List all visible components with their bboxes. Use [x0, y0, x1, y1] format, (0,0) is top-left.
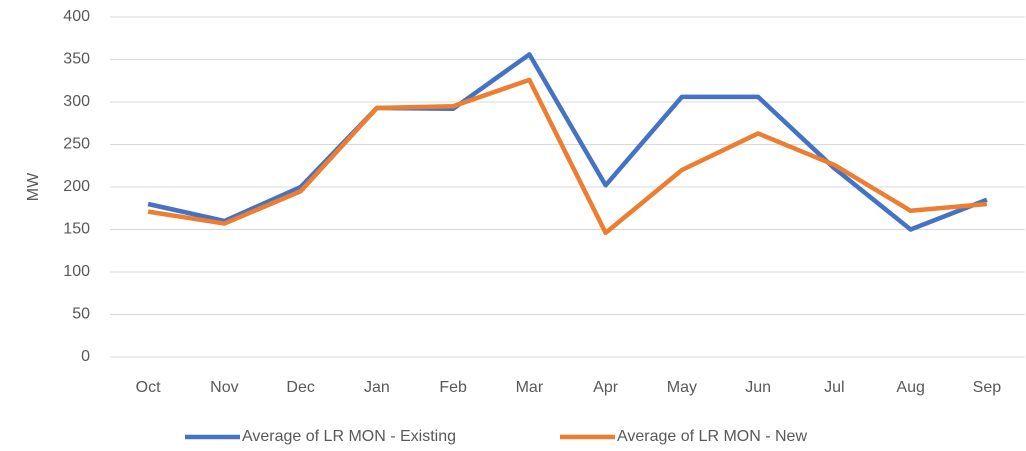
x-tick-label: Oct [136, 379, 161, 396]
x-tick-label: May [667, 379, 697, 396]
legend-label: Average of LR MON - Existing [242, 428, 456, 445]
y-tick-label: 100 [63, 263, 90, 280]
x-tick-label: Jul [824, 379, 844, 396]
x-tick-label: Nov [210, 379, 238, 396]
y-tick-label: 200 [63, 178, 90, 195]
legend-label: Average of LR MON - New [617, 428, 807, 445]
series-line [147, 77, 988, 236]
y-tick-label: 150 [63, 221, 90, 238]
y-tick-label: 350 [63, 51, 90, 68]
y-tick-label: 250 [63, 136, 90, 153]
x-tick-label: Sep [973, 379, 1002, 396]
y-axis-label: MW [25, 172, 42, 201]
x-tick-label: Mar [516, 379, 544, 396]
series-line [147, 52, 988, 232]
y-tick-label: 0 [81, 348, 90, 365]
y-tick-label: 50 [72, 306, 90, 323]
x-tick-label: Jun [745, 379, 771, 396]
x-tick-label: Dec [286, 379, 314, 396]
x-tick-label: Feb [439, 379, 467, 396]
y-tick-label: 400 [63, 8, 90, 25]
y-tick-label: 300 [63, 93, 90, 110]
x-tick-label: Apr [593, 379, 619, 396]
x-tick-label: Aug [896, 379, 924, 396]
x-tick-label: Jan [364, 379, 390, 396]
